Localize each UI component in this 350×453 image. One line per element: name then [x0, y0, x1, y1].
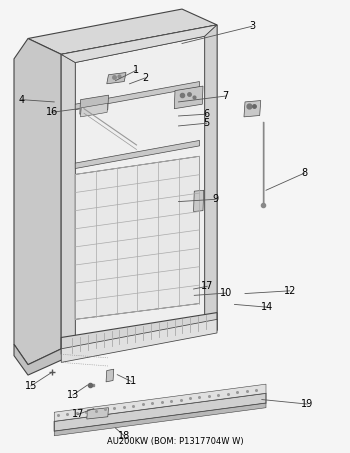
Text: 18: 18: [118, 431, 130, 441]
Polygon shape: [205, 25, 217, 319]
Polygon shape: [80, 95, 108, 114]
Text: 16: 16: [46, 107, 58, 117]
Polygon shape: [106, 369, 114, 382]
Text: 10: 10: [220, 288, 232, 298]
Polygon shape: [54, 403, 266, 436]
Polygon shape: [75, 156, 200, 319]
Polygon shape: [75, 36, 205, 345]
Text: 2: 2: [142, 73, 148, 83]
Text: 17: 17: [71, 410, 84, 419]
Polygon shape: [54, 384, 266, 421]
Polygon shape: [14, 319, 217, 375]
Text: 3: 3: [249, 21, 255, 31]
Polygon shape: [107, 72, 126, 84]
Text: 1: 1: [133, 65, 140, 75]
Text: 4: 4: [19, 95, 25, 105]
Text: 13: 13: [66, 390, 79, 400]
Text: 9: 9: [212, 194, 218, 204]
Text: 11: 11: [125, 376, 137, 386]
Polygon shape: [75, 140, 200, 169]
Polygon shape: [61, 25, 217, 349]
Text: 7: 7: [223, 91, 229, 101]
Polygon shape: [61, 313, 217, 354]
Polygon shape: [87, 408, 108, 419]
Polygon shape: [61, 54, 75, 349]
Text: 17: 17: [201, 281, 214, 291]
Text: 6: 6: [203, 109, 210, 119]
Polygon shape: [194, 190, 204, 212]
Polygon shape: [61, 319, 217, 362]
Text: AU200KW (BOM: P1317704W W): AU200KW (BOM: P1317704W W): [107, 437, 243, 446]
Polygon shape: [28, 9, 217, 54]
Polygon shape: [54, 393, 266, 431]
Polygon shape: [80, 103, 108, 117]
Polygon shape: [244, 101, 261, 117]
Text: 12: 12: [284, 286, 296, 296]
Polygon shape: [75, 82, 200, 110]
Text: 14: 14: [260, 302, 273, 312]
Text: 15: 15: [25, 381, 37, 391]
Text: 8: 8: [301, 168, 308, 178]
Text: 19: 19: [301, 399, 314, 409]
Text: 5: 5: [203, 118, 210, 128]
Polygon shape: [61, 25, 217, 63]
Polygon shape: [174, 86, 203, 109]
Polygon shape: [14, 39, 61, 365]
